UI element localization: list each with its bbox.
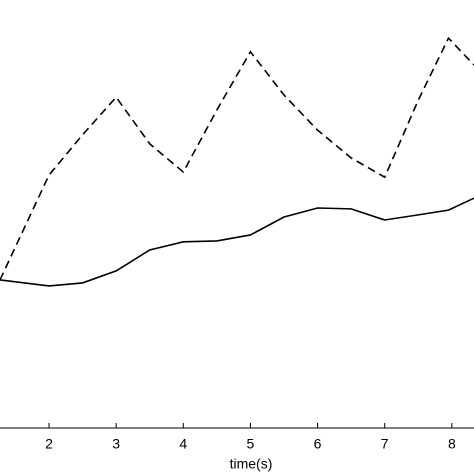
x-tick-label: 4 bbox=[179, 436, 187, 452]
x-tick-label: 6 bbox=[314, 436, 322, 452]
data-line bbox=[0, 197, 474, 287]
x-tick-label: 3 bbox=[112, 436, 120, 452]
x-axis-label: time(s) bbox=[230, 456, 273, 472]
x-tick-label: 8 bbox=[448, 436, 456, 452]
x-tick-label: 2 bbox=[45, 436, 53, 452]
x-tick-label: 7 bbox=[381, 436, 389, 452]
data-line bbox=[0, 36, 474, 281]
x-tick-label: 5 bbox=[247, 436, 255, 452]
